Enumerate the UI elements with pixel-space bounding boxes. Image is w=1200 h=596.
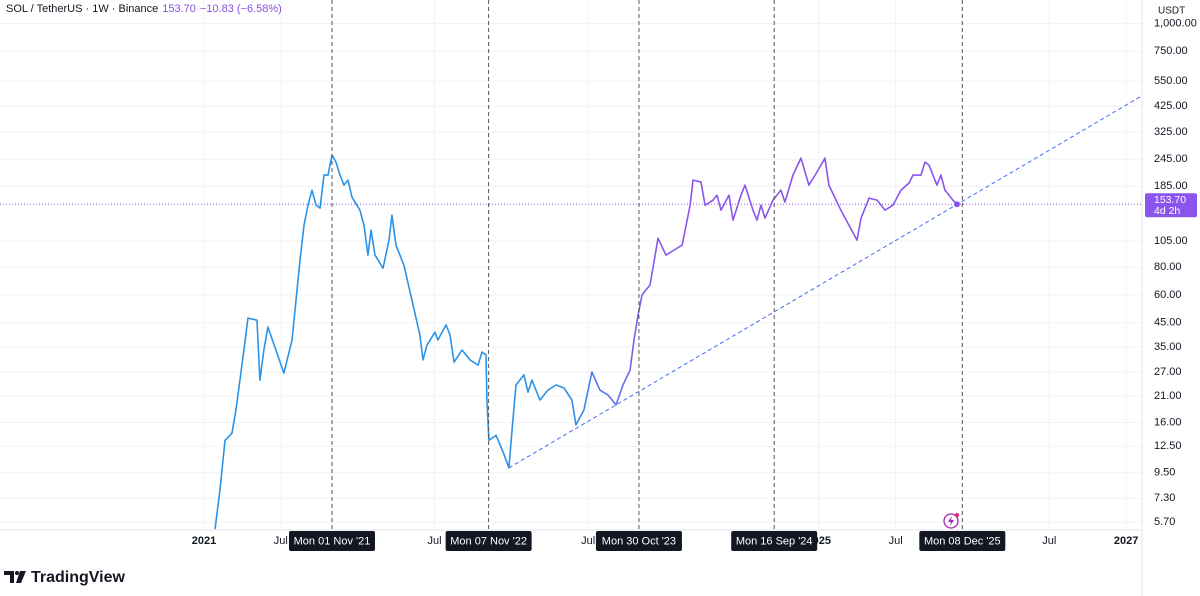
marker-label: Mon 01 Nov '21 — [294, 535, 371, 547]
currency-label: USDT — [1158, 6, 1185, 17]
y-tick-label: 425.00 — [1154, 100, 1188, 112]
marker-label-box — [595, 531, 682, 551]
y-tick-label: 1,000.00 — [1154, 17, 1197, 29]
y-tick-label: 16.00 — [1154, 416, 1182, 428]
marker-label: Mon 07 Nov '22 — [450, 535, 527, 547]
y-tick-label: 60.00 — [1154, 289, 1182, 301]
trend-line — [508, 95, 1142, 469]
y-tick-label: 550.00 — [1154, 75, 1188, 87]
y-tick-label: 325.00 — [1154, 126, 1188, 138]
x-tick-label: Jul — [274, 535, 288, 547]
marker-label-box — [288, 531, 375, 551]
price-label: 153.70 — [1154, 194, 1186, 206]
y-tick-label: 105.00 — [1154, 235, 1188, 247]
y-tick-label: 245.00 — [1154, 153, 1188, 165]
price-line — [214, 154, 958, 530]
logo: TradingView — [4, 569, 126, 586]
marker-label: Mon 30 Oct '23 — [602, 535, 676, 547]
y-tick-label: 45.00 — [1154, 317, 1182, 329]
y-tick-label: 27.00 — [1154, 366, 1182, 378]
x-tick-label: Jul — [1042, 535, 1056, 547]
price-label-box — [1145, 193, 1197, 218]
last-point — [953, 201, 960, 208]
y-tick-label: 35.00 — [1154, 341, 1182, 353]
x-tick-label: 2027 — [1114, 535, 1138, 547]
last-price: 153.70 — [162, 3, 196, 15]
marker-label-box — [445, 531, 532, 551]
brand: TradingView — [31, 569, 126, 586]
price-change: −10.83 (−6.58%) — [199, 3, 282, 15]
x-tick-label: 2021 — [192, 535, 216, 547]
y-tick-label: 5.70 — [1154, 516, 1175, 528]
marker-label-box — [919, 531, 1006, 551]
plot-area — [0, 95, 1142, 530]
y-tick-label: 7.30 — [1154, 492, 1175, 504]
header: SOL / TetherUS · 1W · Binance 153.70 −10.8… — [6, 3, 282, 15]
y-tick-label: 80.00 — [1154, 261, 1182, 273]
countdown: 4d 2h — [1154, 205, 1180, 217]
y-tick-label: 12.50 — [1154, 440, 1182, 452]
marker-label-box — [731, 531, 818, 551]
grid — [0, 0, 1142, 530]
y-tick-label: 9.50 — [1154, 467, 1175, 479]
marker-label: Mon 16 Sep '24 — [736, 535, 813, 547]
symbol: SOL / TetherUS · 1W · Binance — [6, 3, 159, 15]
y-tick-label: 185.00 — [1154, 180, 1188, 192]
y-tick-label: 750.00 — [1154, 45, 1188, 57]
alert-icon — [943, 513, 959, 529]
marker-label: Mon 08 Dec '25 — [924, 535, 1001, 547]
x-tick-label: Jul — [581, 535, 595, 547]
y-tick-label: 21.00 — [1154, 390, 1182, 402]
x-tick-label: Jul — [889, 535, 903, 547]
axes: 5.70 7.30 9.50 12.50 16.00 21.00 27.00 35.00 45.… — [192, 6, 1197, 547]
x-tick-label: Jul — [427, 535, 441, 547]
